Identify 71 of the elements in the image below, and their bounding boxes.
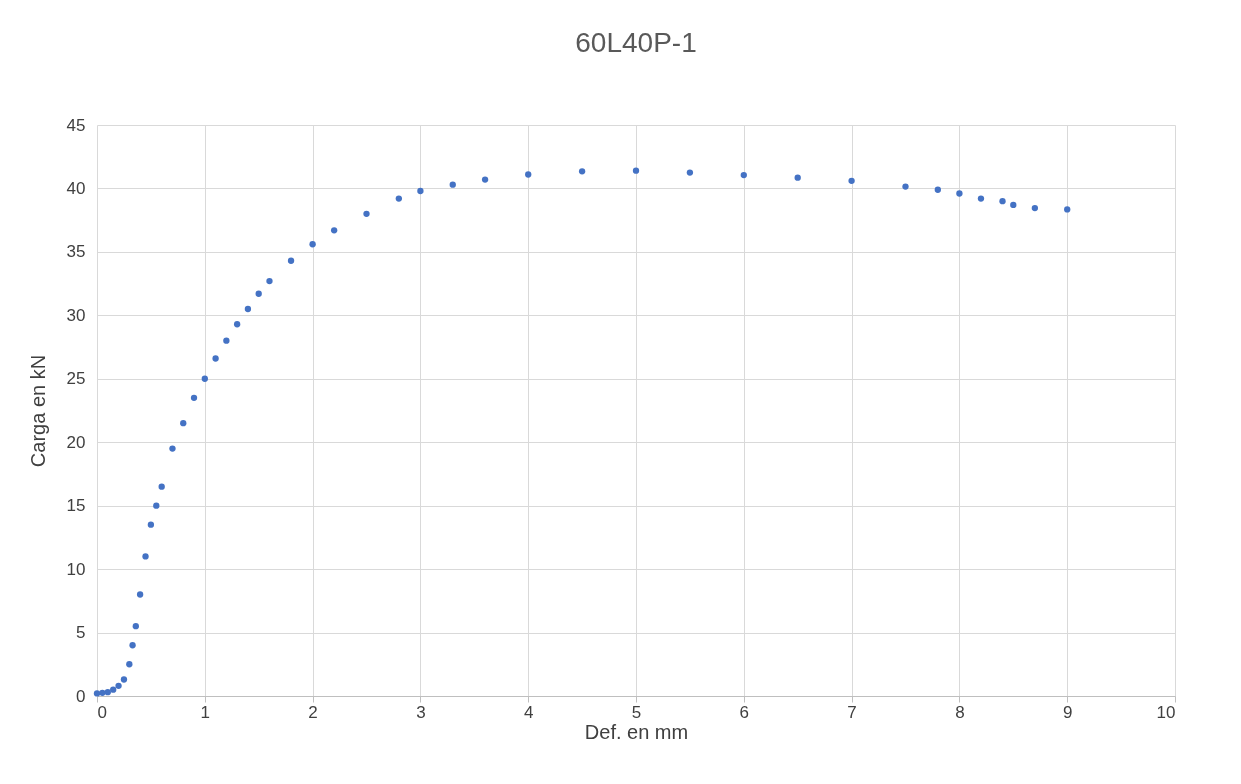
- point: [233, 321, 241, 328]
- point: [956, 190, 963, 197]
- x-axis-title: Def. en mm: [584, 720, 689, 743]
- y-tick-label: 15: [66, 496, 86, 516]
- point: [287, 257, 295, 264]
- point: [132, 623, 139, 630]
- y-tick-label: 40: [66, 178, 86, 198]
- point: [686, 169, 694, 176]
- point: [223, 337, 230, 344]
- y-tick-label: 5: [76, 623, 86, 643]
- y-axis-title: Carga en kN: [26, 354, 49, 468]
- point: [1031, 204, 1039, 212]
- point: [977, 195, 985, 202]
- point: [93, 690, 101, 697]
- x-tick-label: 5: [631, 702, 642, 722]
- x-tick-label: 3: [416, 702, 426, 722]
- x-tick-label: 1: [200, 702, 211, 722]
- point: [180, 420, 187, 427]
- point: [1010, 201, 1017, 209]
- point: [309, 241, 316, 248]
- point: [136, 591, 144, 598]
- x-tick-label: 8: [955, 702, 965, 722]
- point: [999, 197, 1006, 205]
- point: [201, 375, 208, 382]
- point: [158, 483, 165, 490]
- x-tick-label: 7: [847, 702, 857, 722]
- y-tick-label: 20: [66, 432, 86, 452]
- point: [142, 553, 149, 560]
- point: [449, 181, 456, 188]
- y-tick-label: 45: [66, 115, 86, 135]
- point: [110, 686, 117, 693]
- y-tick-label: 0: [76, 686, 86, 706]
- y-tick-label: 35: [66, 242, 86, 262]
- point: [481, 176, 489, 183]
- point: [525, 171, 532, 178]
- point: [848, 177, 855, 184]
- point: [934, 186, 941, 193]
- point: [212, 355, 219, 362]
- point: [902, 183, 909, 190]
- y-tick-label: 10: [66, 559, 86, 579]
- chart-title: 60L40P-1: [575, 27, 697, 58]
- x-tick-label: 0: [97, 702, 107, 722]
- point: [740, 171, 747, 179]
- point: [169, 445, 176, 452]
- point: [255, 290, 262, 297]
- point: [331, 227, 338, 234]
- point: [147, 521, 155, 528]
- x-tick-label: 10: [1156, 702, 1176, 722]
- x-tick-label: 6: [739, 702, 750, 722]
- point: [266, 277, 273, 285]
- point: [578, 168, 586, 175]
- point: [632, 167, 640, 174]
- point: [126, 661, 133, 668]
- point: [115, 682, 122, 689]
- point: [244, 305, 252, 313]
- point: [153, 502, 160, 509]
- x-tick-label: 2: [308, 702, 318, 722]
- x-tick-label: 9: [1062, 702, 1073, 722]
- y-tick-label: 25: [66, 369, 86, 389]
- point: [190, 394, 198, 401]
- point: [129, 642, 136, 649]
- point: [104, 689, 111, 696]
- y-tick-label: 30: [66, 305, 86, 325]
- point: [363, 210, 370, 217]
- point: [1064, 206, 1071, 213]
- point: [120, 676, 128, 683]
- point: [417, 187, 424, 195]
- x-tick-label: 4: [523, 702, 534, 722]
- point: [395, 195, 402, 202]
- point: [794, 174, 801, 181]
- point: [99, 689, 106, 696]
